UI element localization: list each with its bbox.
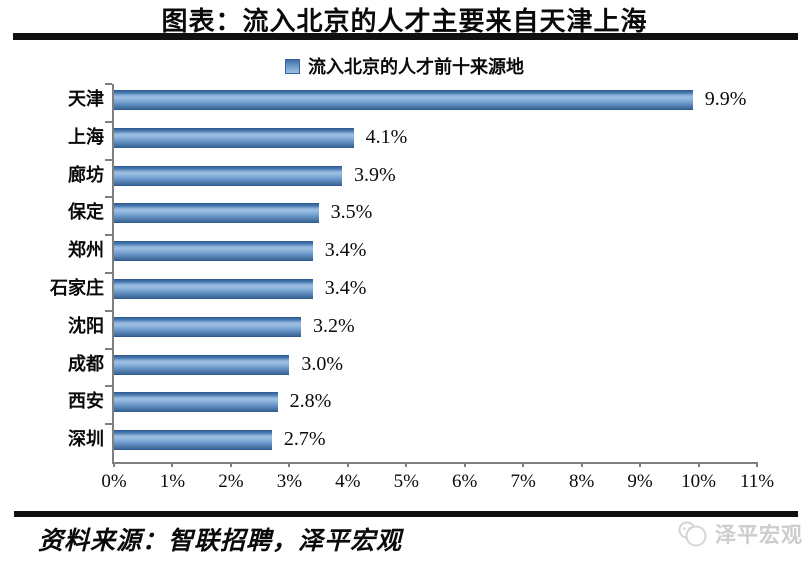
value-label: 2.7% (283, 428, 326, 451)
bar (114, 241, 313, 262)
value-label: 3.2% (313, 314, 355, 337)
plot-area: 天津 9.9% 上海 4.1% 廊坊 3.9% 保定 3.5% 郑州 3.4% 石家庄 3.4% 沈阳 3… (50, 83, 774, 492)
x-axis-tick-label: 4% (335, 471, 361, 492)
bar-row: 廊坊 3.9% (68, 160, 757, 198)
bar-row: 保定 3.5% (68, 197, 757, 235)
x-axis-tick (113, 462, 115, 467)
x-axis-tick-label: 7% (510, 471, 536, 492)
x-axis-tick (463, 462, 466, 467)
bar (114, 165, 342, 186)
y-axis-tick (105, 309, 112, 312)
x-axis-tick-label: 9% (627, 471, 653, 492)
category-label: 石家庄 (50, 278, 104, 298)
value-label: 3.0% (301, 352, 344, 375)
bar (114, 392, 278, 413)
x-axis-tick (580, 462, 583, 467)
y-axis-tick (105, 83, 112, 85)
bar-row: 上海 4.1% (68, 122, 757, 160)
x-axis-tick-label: 2% (218, 471, 244, 492)
legend: 流入北京的人才前十来源地 (0, 53, 809, 79)
value-label: 3.9% (353, 163, 396, 186)
x-axis-tick-label: 1% (159, 471, 186, 492)
bottom-divider-rule (14, 511, 798, 517)
y-axis-tick (105, 272, 112, 274)
bar (114, 430, 272, 451)
x-axis-tick-label: 3% (276, 471, 303, 492)
bar (114, 316, 302, 337)
bar-row: 成都 3.0% (68, 349, 757, 387)
value-label: 3.4% (324, 239, 367, 262)
x-axis-tick-label: 10% (681, 471, 716, 492)
x-axis-tick-label: 5% (393, 471, 419, 492)
source-note: 资料来源：智联招聘，泽平宏观 (38, 528, 403, 555)
wechat-logo-icon (676, 520, 710, 548)
x-axis-tick-label: 8% (568, 471, 595, 492)
category-label: 天津 (68, 89, 104, 109)
bar (114, 279, 313, 299)
y-axis-tick (105, 347, 112, 350)
y-axis-tick (105, 234, 112, 237)
category-label: 成都 (68, 353, 104, 374)
x-axis-tick (288, 462, 291, 467)
bar-row: 西安 2.8% (68, 386, 757, 424)
value-label: 3.4% (324, 277, 367, 299)
category-label: 深圳 (68, 429, 104, 450)
watermark: 泽平宏观 (676, 519, 803, 549)
category-label: 保定 (68, 202, 104, 223)
category-label: 郑州 (68, 240, 104, 261)
bar-row: 石家庄 3.4% (50, 273, 757, 311)
bar (114, 127, 354, 148)
bar (114, 354, 290, 375)
x-axis-tick (697, 462, 700, 467)
x-axis-tick (756, 462, 758, 467)
x-axis-tick (405, 462, 408, 467)
x-axis-tick (639, 462, 642, 467)
value-label: 3.5% (330, 201, 373, 224)
y-axis-tick (105, 385, 112, 388)
bar (114, 203, 319, 224)
x-axis-tick (171, 462, 174, 467)
x-axis-tick-label: 11% (739, 471, 775, 492)
category-label: 西安 (68, 391, 104, 412)
x-axis-tick (346, 462, 349, 467)
y-axis-tick (105, 196, 112, 199)
x-axis-tick-label: 6% (452, 471, 478, 492)
legend-swatch-icon (285, 58, 300, 74)
bar-row: 天津 9.9% (68, 84, 757, 122)
x-axis-tick (229, 462, 232, 467)
y-axis-tick (105, 158, 112, 161)
watermark-text: 泽平宏观 (715, 523, 803, 547)
bar-row: 沈阳 3.2% (68, 311, 757, 349)
value-label: 4.1% (365, 125, 408, 148)
value-label: 9.9% (704, 88, 747, 110)
chart-title: 图表：流入北京的人才主要来自天津上海 (161, 7, 648, 36)
category-label: 沈阳 (68, 315, 104, 336)
y-axis-tick (105, 423, 112, 426)
bar-row: 郑州 3.4% (68, 235, 757, 273)
value-label: 2.8% (289, 390, 332, 413)
bar-row: 深圳 2.7% (68, 424, 757, 462)
bar (114, 90, 693, 110)
y-axis-tick (105, 120, 112, 123)
category-label: 上海 (68, 126, 104, 147)
x-axis-tick (522, 462, 525, 467)
top-divider-rule (13, 33, 798, 40)
x-axis-tick-label: 0% (101, 471, 127, 492)
legend-label: 流入北京的人才前十来源地 (308, 57, 524, 77)
category-label: 廊坊 (68, 164, 104, 185)
